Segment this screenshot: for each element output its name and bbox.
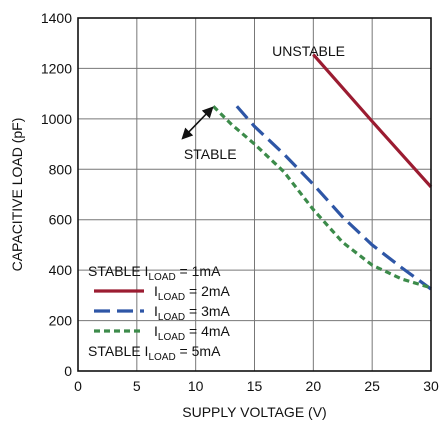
x-tick-label: 15	[247, 378, 263, 394]
series-line-2	[312, 53, 433, 189]
axes: 0 5 10 15 20 25 30 0 200 400 600 800 1000 1200 1400 SUP…	[9, 10, 439, 420]
annotations: UNSTABLE STABLE	[181, 43, 345, 162]
y-tick-label: 1000	[41, 111, 72, 127]
unstable-label: UNSTABLE	[272, 43, 345, 59]
y-tick-label: 200	[49, 313, 73, 329]
y-tick-label: 400	[49, 262, 73, 278]
grid	[78, 18, 431, 371]
series-line-3	[235, 105, 432, 291]
y-axis-label: CAPACITIVE LOAD (pF)	[9, 118, 25, 272]
plot-frame	[77, 17, 432, 372]
y-tick-label: 600	[49, 212, 73, 228]
x-tick-label: 30	[423, 378, 439, 394]
x-tick-label: 25	[364, 378, 380, 394]
stability-arrow	[181, 106, 214, 140]
legend-label-4: ILOAD = 4mA	[154, 323, 231, 343]
x-tick-label: 5	[133, 378, 141, 394]
y-tick-label: 0	[64, 363, 72, 379]
series-lines	[212, 53, 433, 291]
x-axis-label: SUPPLY VOLTAGE (V)	[182, 404, 326, 420]
y-tick-label: 1200	[41, 60, 72, 76]
stable-label: STABLE	[184, 146, 237, 162]
y-tick-label: 800	[49, 161, 73, 177]
y-tick-label: 1400	[41, 10, 72, 26]
legend-label-1: STABLE ILOAD = 1mA	[88, 263, 221, 283]
series-line-4	[212, 105, 432, 290]
x-tick-label: 10	[188, 378, 204, 394]
legend-label-5: STABLE ILOAD = 5mA	[88, 343, 221, 363]
x-tick-label: 20	[306, 378, 322, 394]
legend-label-3: ILOAD = 3mA	[154, 303, 231, 323]
legend-label-2: ILOAD = 2mA	[154, 283, 231, 303]
x-tick-label: 0	[74, 378, 82, 394]
